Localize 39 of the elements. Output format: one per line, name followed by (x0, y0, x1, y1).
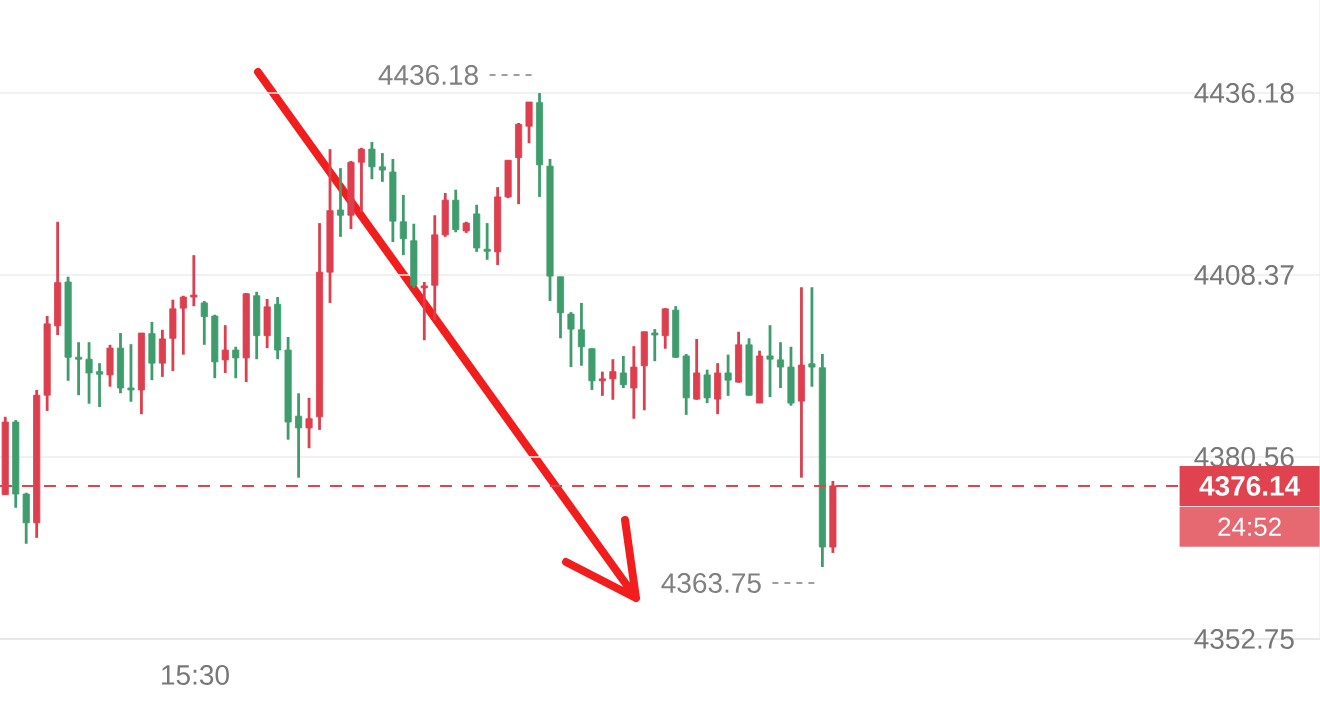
candlestick (295, 391, 303, 480)
candlestick (420, 280, 428, 342)
candlestick (190, 253, 198, 308)
text: 15:30 (162, 665, 229, 685)
candlestick (127, 342, 135, 404)
y-tick-label: 4380.56 (1194, 447, 1294, 467)
candlestick (724, 353, 732, 398)
y-tick-label: 4408.37 (1194, 265, 1294, 285)
candlestick (85, 340, 93, 406)
candlestick (609, 357, 617, 402)
candlestick (95, 361, 104, 409)
candlestick (221, 323, 229, 375)
candlestick (399, 193, 407, 257)
candlestick (703, 368, 711, 405)
candlestick (378, 151, 386, 184)
candlestick (179, 294, 187, 357)
candlestick (630, 344, 638, 421)
candlestick (232, 345, 240, 380)
candlestick (598, 370, 606, 398)
candlestick (808, 285, 816, 389)
candlestick (357, 146, 365, 214)
candlestick (483, 221, 491, 262)
candlestick (305, 396, 313, 450)
candlestick (368, 140, 376, 181)
candlestick (619, 354, 627, 390)
candlestick (567, 310, 575, 369)
candlestick (766, 323, 774, 399)
candlestick (776, 340, 785, 390)
annotation: 4363.75 (661, 573, 761, 593)
candlestick (336, 166, 345, 239)
annotation: 4436.18 (378, 65, 478, 85)
ref-line-label: 4376.14 (1199, 475, 1301, 496)
candlestick (651, 327, 659, 363)
annotation: 24:52 (1218, 517, 1281, 536)
y-tick-label: 4436.18 (1194, 83, 1294, 103)
candlestick (577, 301, 585, 368)
y-tick-label: 4352.75 (1194, 629, 1294, 649)
candlestick (200, 299, 208, 347)
candlestick (75, 340, 83, 397)
